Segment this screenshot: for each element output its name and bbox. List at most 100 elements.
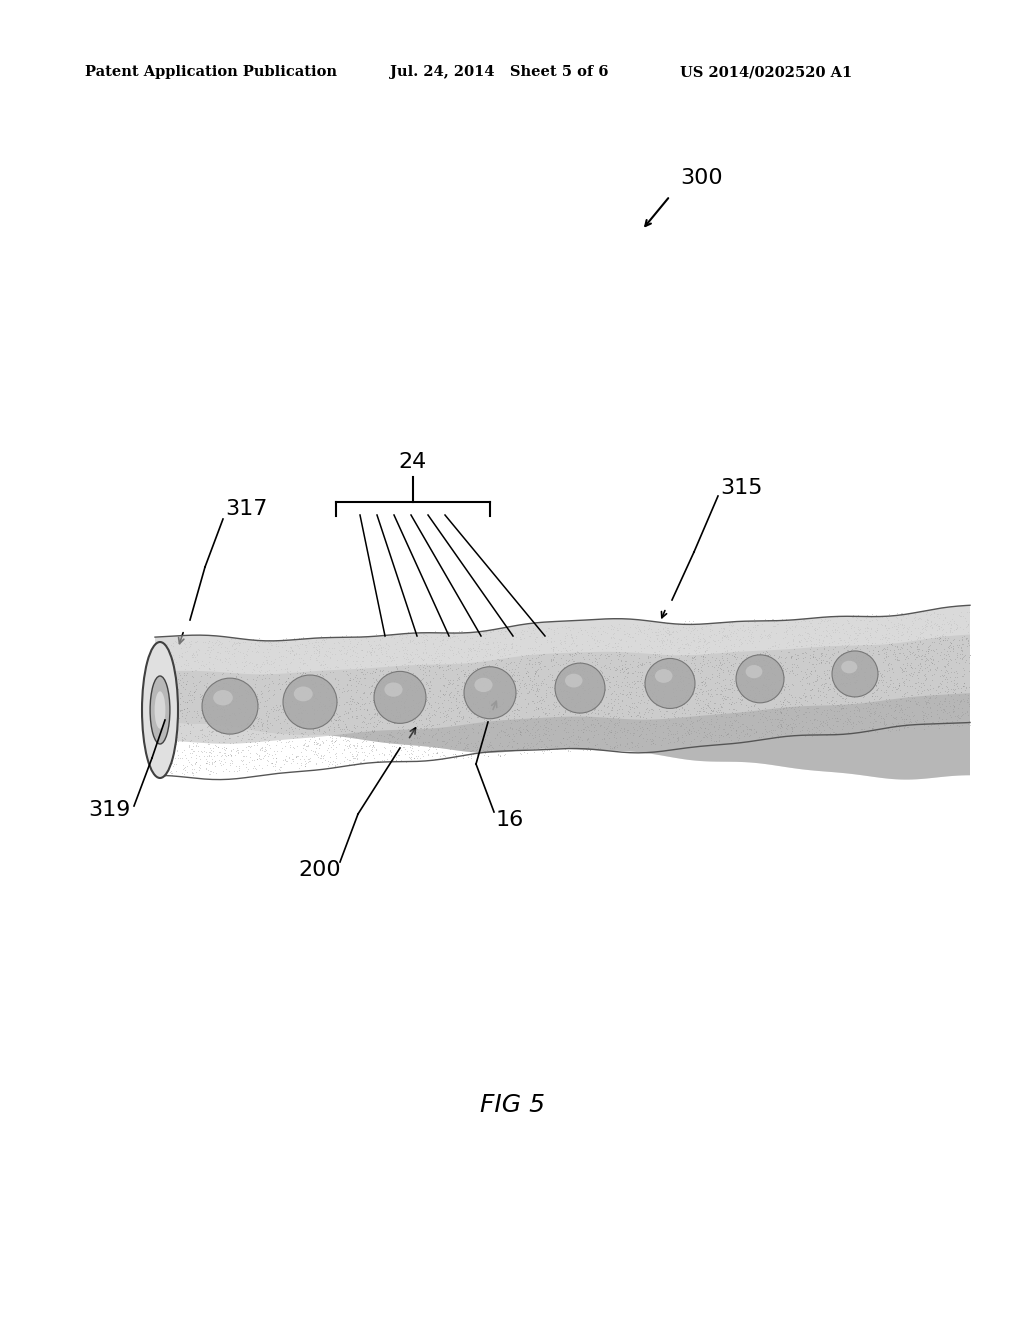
- Point: [778, 713, 795, 734]
- Point: [208, 632, 224, 653]
- Point: [863, 610, 880, 631]
- Point: [227, 723, 244, 744]
- Point: [354, 738, 371, 759]
- Point: [560, 726, 577, 747]
- Point: [423, 647, 439, 668]
- Point: [910, 609, 927, 630]
- Point: [345, 751, 361, 772]
- Point: [831, 630, 848, 651]
- Point: [305, 723, 322, 744]
- Point: [873, 669, 890, 690]
- Point: [678, 708, 694, 729]
- Point: [764, 726, 780, 747]
- Point: [493, 719, 509, 741]
- Point: [345, 747, 361, 768]
- Point: [719, 723, 735, 744]
- Point: [580, 624, 596, 645]
- Point: [680, 619, 696, 640]
- Point: [869, 660, 886, 681]
- Point: [888, 607, 904, 628]
- Point: [332, 726, 348, 747]
- Point: [450, 668, 466, 689]
- Point: [529, 719, 546, 741]
- Point: [920, 610, 936, 631]
- Point: [217, 648, 233, 669]
- Point: [930, 614, 946, 635]
- Point: [716, 618, 732, 639]
- Point: [321, 638, 337, 659]
- Point: [169, 719, 185, 741]
- Point: [937, 680, 953, 701]
- Point: [341, 632, 357, 653]
- Point: [554, 664, 570, 685]
- Point: [236, 648, 252, 669]
- Point: [748, 721, 764, 742]
- Point: [900, 605, 916, 626]
- Point: [161, 756, 177, 777]
- Point: [691, 652, 708, 673]
- Point: [808, 722, 824, 743]
- Point: [295, 653, 311, 675]
- Point: [416, 648, 432, 669]
- Point: [611, 727, 628, 748]
- Point: [565, 676, 582, 697]
- Point: [685, 618, 701, 639]
- Point: [530, 723, 547, 744]
- Point: [861, 677, 878, 698]
- Point: [201, 710, 217, 731]
- Point: [580, 631, 596, 652]
- Point: [652, 623, 669, 644]
- Point: [741, 622, 758, 643]
- Point: [278, 631, 294, 652]
- Point: [800, 628, 816, 649]
- Point: [436, 634, 453, 655]
- Point: [611, 628, 628, 649]
- Point: [760, 668, 776, 689]
- Point: [258, 723, 274, 744]
- Point: [435, 744, 452, 766]
- Point: [609, 693, 626, 714]
- Point: [278, 692, 294, 713]
- Point: [342, 690, 358, 711]
- Point: [396, 692, 413, 713]
- Point: [217, 744, 233, 766]
- Point: [855, 645, 871, 667]
- Point: [692, 630, 709, 651]
- Point: [914, 708, 931, 729]
- Point: [670, 627, 686, 648]
- Point: [279, 731, 295, 752]
- Point: [233, 651, 250, 672]
- Point: [527, 681, 544, 702]
- Point: [304, 698, 321, 719]
- Point: [291, 718, 307, 739]
- Point: [379, 676, 395, 697]
- Point: [926, 692, 942, 713]
- Point: [250, 635, 266, 656]
- Point: [659, 733, 676, 754]
- Point: [459, 673, 475, 694]
- Point: [423, 694, 439, 715]
- Point: [428, 722, 444, 743]
- Point: [436, 645, 453, 667]
- Point: [718, 627, 734, 648]
- Point: [807, 709, 823, 730]
- Point: [935, 624, 951, 645]
- Point: [442, 681, 459, 702]
- Point: [417, 731, 433, 752]
- Point: [797, 725, 813, 746]
- Point: [905, 688, 922, 709]
- Point: [326, 731, 342, 752]
- Point: [691, 635, 708, 656]
- Point: [251, 661, 267, 682]
- Point: [930, 615, 946, 636]
- Point: [870, 705, 887, 726]
- Point: [157, 742, 173, 763]
- Point: [709, 677, 725, 698]
- Point: [673, 644, 689, 665]
- Point: [636, 672, 652, 693]
- Point: [646, 681, 663, 702]
- Point: [490, 735, 507, 756]
- Point: [399, 704, 416, 725]
- Point: [913, 623, 930, 644]
- Point: [429, 730, 445, 751]
